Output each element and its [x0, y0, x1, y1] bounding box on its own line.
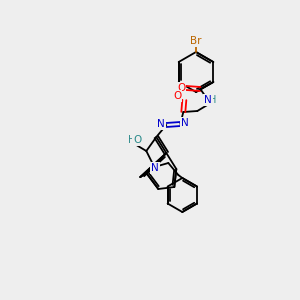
Text: N: N	[204, 95, 212, 105]
Text: O: O	[177, 83, 185, 93]
Text: H: H	[128, 135, 135, 145]
Text: O: O	[173, 91, 182, 101]
Text: H: H	[208, 95, 216, 105]
Text: N: N	[152, 163, 159, 173]
Text: Br: Br	[190, 36, 202, 46]
Text: N: N	[182, 118, 189, 128]
Text: N: N	[158, 119, 165, 129]
Text: O: O	[133, 135, 141, 145]
